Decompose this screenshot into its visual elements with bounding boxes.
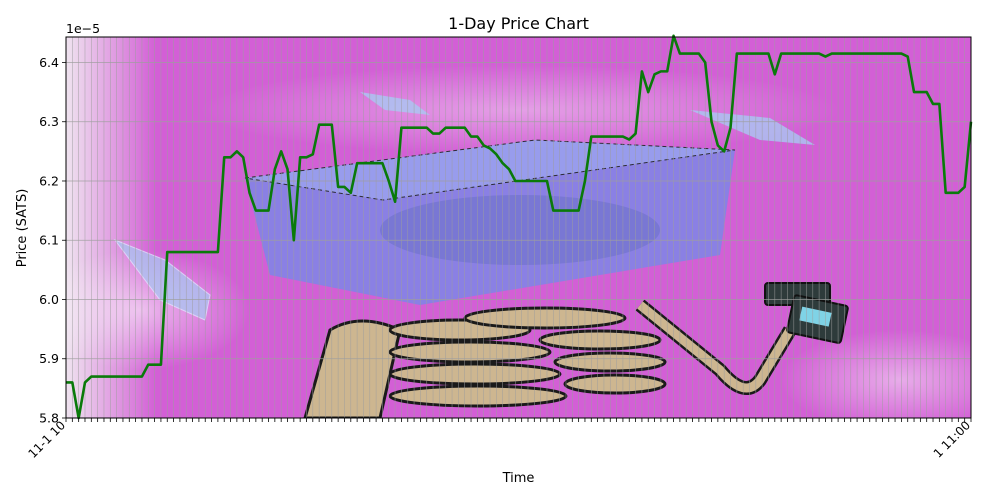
y-tick-label: 5.9 (39, 351, 59, 366)
y-tick-label: 6.4 (39, 55, 59, 70)
y-tick-label: 5.8 (39, 411, 59, 426)
price-series-line (66, 34, 973, 420)
x-tick-label: 1 11:00 (931, 418, 973, 460)
plot-frame (65, 36, 972, 419)
chart-title: 1-Day Price Chart (448, 14, 589, 33)
y-tick-label: 6.2 (39, 173, 59, 188)
y-tick-label: 6.0 (39, 292, 59, 307)
y-tick-label: 6.1 (39, 233, 59, 248)
y-axis-label: Price (SATS) (15, 189, 30, 268)
grid (65, 37, 972, 419)
y-tick-label: 6.3 (39, 114, 59, 129)
y-axis-multiplier: 1e−5 (66, 21, 100, 36)
x-axis-label: Time (502, 471, 535, 486)
x-axis: 11-1 10 1 11:00 (25, 418, 973, 461)
series-layer (66, 34, 973, 420)
y-axis: 5.8 5.9 6.0 6.1 6.2 6.3 6.4 (39, 55, 66, 426)
